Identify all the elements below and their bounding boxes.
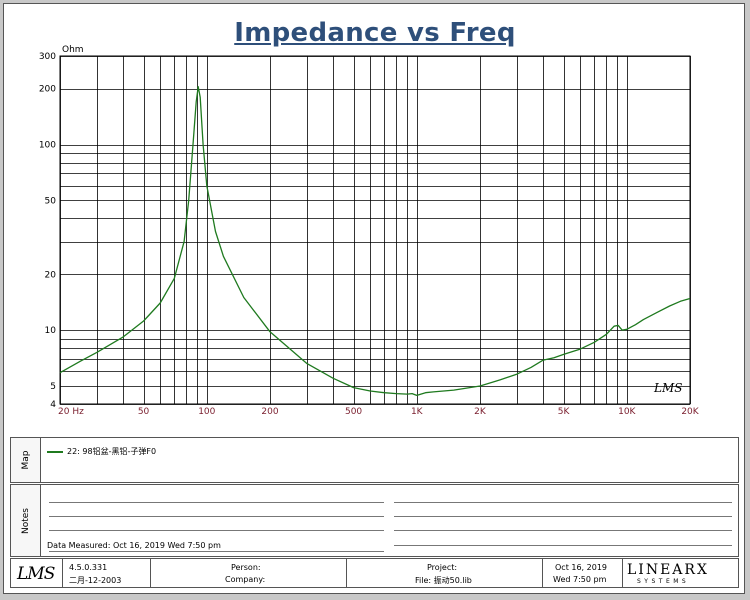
chart-title: Impedance vs Freq (234, 18, 516, 48)
map-side-label: Map (11, 438, 41, 482)
y-tick-label: 200 (39, 85, 56, 95)
x-tick-label: 2K (474, 407, 487, 417)
footer-date-cell: Oct 16, 2019 Wed 7:50 pm (543, 559, 623, 587)
plot-area (59, 55, 691, 405)
y-tick-label: 300 (39, 52, 56, 62)
x-tick-label: 500 (345, 407, 362, 417)
x-tick-label: 5K (558, 407, 571, 417)
x-tick-label: 100 (198, 407, 215, 417)
x-tick-label: 1K (411, 407, 424, 417)
map-label: Map (20, 450, 31, 470)
version-date: 二月-12-2003 (69, 576, 122, 585)
company-label: Company: (225, 575, 266, 584)
y-tick-label: 20 (45, 270, 57, 280)
footer-logo-cell: LMS (11, 559, 63, 587)
x-tick-label: 10K (618, 407, 636, 417)
linearx-logo: LINEARX (627, 562, 709, 578)
notes-side-label: Notes (11, 485, 41, 556)
note-line (394, 530, 732, 531)
notes-section: Notes Data Measured: Oct 16, 2019 Wed 7:… (10, 484, 739, 557)
note-line (394, 545, 732, 546)
y-tick-label: 50 (45, 196, 57, 206)
y-tick-label: 5 (50, 382, 56, 392)
y-tick-label: 10 (45, 326, 57, 336)
note-line (394, 502, 732, 503)
linearx-sub: SYSTEMS (637, 578, 690, 585)
person-label: Person: (231, 563, 261, 572)
map-section: Map 22: 98铝盆-黑铝-子弹F0 (10, 437, 739, 483)
legend-text: 22: 98铝盆-黑铝-子弹F0 (67, 447, 157, 456)
y-tick-label: 4 (50, 400, 56, 410)
footer-date: Oct 16, 2019 (555, 563, 607, 572)
note-line (394, 516, 732, 517)
footer-project-cell: Project: File: 振动50.lib (347, 559, 543, 587)
note-line (49, 516, 384, 517)
lms-logo: LMS (17, 564, 55, 584)
note-line (49, 530, 384, 531)
y-axis-unit: Ohm (62, 45, 84, 55)
x-tick-label: 20 Hz (58, 407, 84, 417)
note-line (49, 502, 384, 503)
project-label: Project: (427, 563, 458, 572)
footer-version-cell: 4.5.0.331 二月-12-2003 (63, 559, 151, 587)
footer-time: Wed 7:50 pm (553, 575, 607, 584)
note-line (49, 551, 384, 552)
impedance-trace (59, 86, 691, 397)
footer-person-cell: Person: Company: (151, 559, 347, 587)
impedance-chart: 300 200 100 50 20 10 5 420 Hz 50 100 200 500 1K 2K 5K 1… (39, 45, 700, 417)
file-label: File: 振动50.lib (415, 576, 472, 585)
version-text: 4.5.0.331 (69, 563, 108, 572)
legend-entry: 22: 98铝盆-黑铝-子弹F0 (47, 446, 156, 457)
legend-swatch (47, 450, 63, 453)
x-tick-label: 20K (681, 407, 699, 417)
y-tick-label: 100 (39, 141, 56, 151)
data-measured: Data Measured: Oct 16, 2019 Wed 7:50 pm (47, 541, 221, 550)
footer-bar: LMS 4.5.0.331 二月-12-2003 Person: Company… (10, 558, 739, 588)
chart-panel: 300 200 100 50 20 10 5 4 20 Hz 50 100 200 500 1K 2K 5K 1… (10, 8, 740, 436)
lms-watermark: LMS (653, 381, 682, 395)
notes-label: Notes (20, 507, 31, 534)
footer-brand-cell: LINEARX SYSTEMS (623, 559, 740, 587)
x-tick-label: 200 (261, 407, 278, 417)
x-tick-label: 50 (138, 407, 150, 417)
